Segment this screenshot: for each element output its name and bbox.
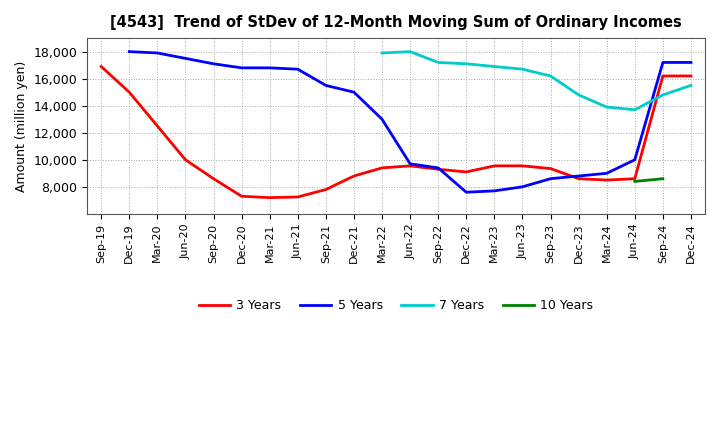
5 Years [153, 50, 162, 55]
7 Years [406, 49, 415, 54]
Y-axis label: Amount (million yen): Amount (million yen) [15, 60, 28, 191]
5 Years [490, 188, 499, 194]
3 Years [546, 166, 555, 171]
3 Years [378, 165, 387, 171]
5 Years [266, 65, 274, 70]
Line: 7 Years: 7 Years [382, 51, 691, 110]
5 Years [350, 90, 359, 95]
Line: 3 Years: 3 Years [102, 66, 691, 198]
5 Years [210, 61, 218, 66]
7 Years [518, 66, 527, 72]
5 Years [238, 65, 246, 70]
3 Years [659, 73, 667, 79]
5 Years [546, 176, 555, 181]
7 Years [659, 92, 667, 98]
7 Years [434, 60, 443, 65]
3 Years [490, 163, 499, 169]
7 Years [603, 104, 611, 110]
5 Years [575, 173, 583, 179]
3 Years [406, 163, 415, 169]
5 Years [406, 161, 415, 166]
7 Years [546, 73, 555, 79]
3 Years [97, 64, 106, 69]
3 Years [350, 173, 359, 179]
3 Years [210, 176, 218, 181]
Legend: 3 Years, 5 Years, 7 Years, 10 Years: 3 Years, 5 Years, 7 Years, 10 Years [194, 294, 598, 317]
5 Years [462, 190, 471, 195]
3 Years [687, 73, 696, 79]
3 Years [266, 195, 274, 200]
3 Years [462, 169, 471, 175]
3 Years [322, 187, 330, 192]
3 Years [238, 194, 246, 199]
3 Years [631, 176, 639, 181]
Line: 5 Years: 5 Years [130, 51, 691, 192]
5 Years [518, 184, 527, 190]
Title: [4543]  Trend of StDev of 12-Month Moving Sum of Ordinary Incomes: [4543] Trend of StDev of 12-Month Moving… [110, 15, 682, 30]
5 Years [434, 165, 443, 171]
7 Years [490, 64, 499, 69]
5 Years [125, 49, 134, 54]
7 Years [462, 61, 471, 66]
7 Years [631, 107, 639, 112]
3 Years [603, 177, 611, 183]
3 Years [125, 90, 134, 95]
3 Years [153, 123, 162, 128]
3 Years [434, 167, 443, 172]
7 Years [378, 50, 387, 55]
5 Years [603, 171, 611, 176]
3 Years [518, 163, 527, 169]
5 Years [378, 117, 387, 122]
3 Years [575, 176, 583, 181]
7 Years [575, 92, 583, 98]
5 Years [631, 157, 639, 162]
10 Years [631, 179, 639, 184]
5 Years [659, 60, 667, 65]
10 Years [659, 176, 667, 181]
7 Years [687, 83, 696, 88]
5 Years [687, 60, 696, 65]
3 Years [181, 157, 190, 162]
5 Years [181, 56, 190, 61]
5 Years [294, 66, 302, 72]
5 Years [322, 83, 330, 88]
3 Years [294, 194, 302, 200]
Line: 10 Years: 10 Years [635, 179, 663, 181]
